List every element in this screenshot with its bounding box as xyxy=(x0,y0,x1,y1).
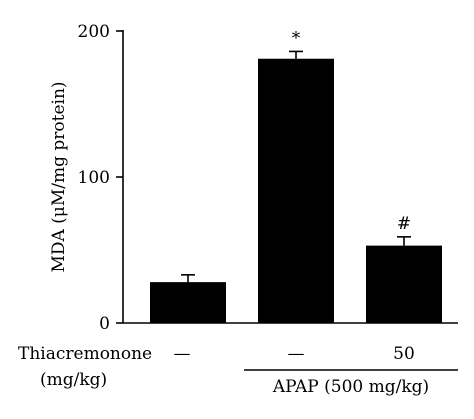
significance-marker: # xyxy=(397,214,411,234)
group-label: APAP (500 mg/kg) xyxy=(272,377,429,397)
treatment-value: 50 xyxy=(393,344,415,364)
treatment-value: — xyxy=(288,344,305,364)
bar xyxy=(258,58,334,324)
labels: MDA (μM/mg protein) * # Thiacremonone (mg/kg… xyxy=(18,28,429,397)
bar xyxy=(366,245,442,323)
bar xyxy=(150,282,226,323)
treatment-row-label: Thiacremonone xyxy=(18,344,152,364)
treatment-unit-label: (mg/kg) xyxy=(40,370,107,390)
y-tick-label: 0 xyxy=(99,314,110,334)
significance-marker: * xyxy=(292,28,301,48)
y-tick-label: 100 xyxy=(78,168,110,188)
y-tick-label: 200 xyxy=(78,22,110,42)
treatment-value: — xyxy=(174,344,191,364)
bars xyxy=(150,50,442,324)
y-axis-label: MDA (μM/mg protein) xyxy=(49,81,69,272)
